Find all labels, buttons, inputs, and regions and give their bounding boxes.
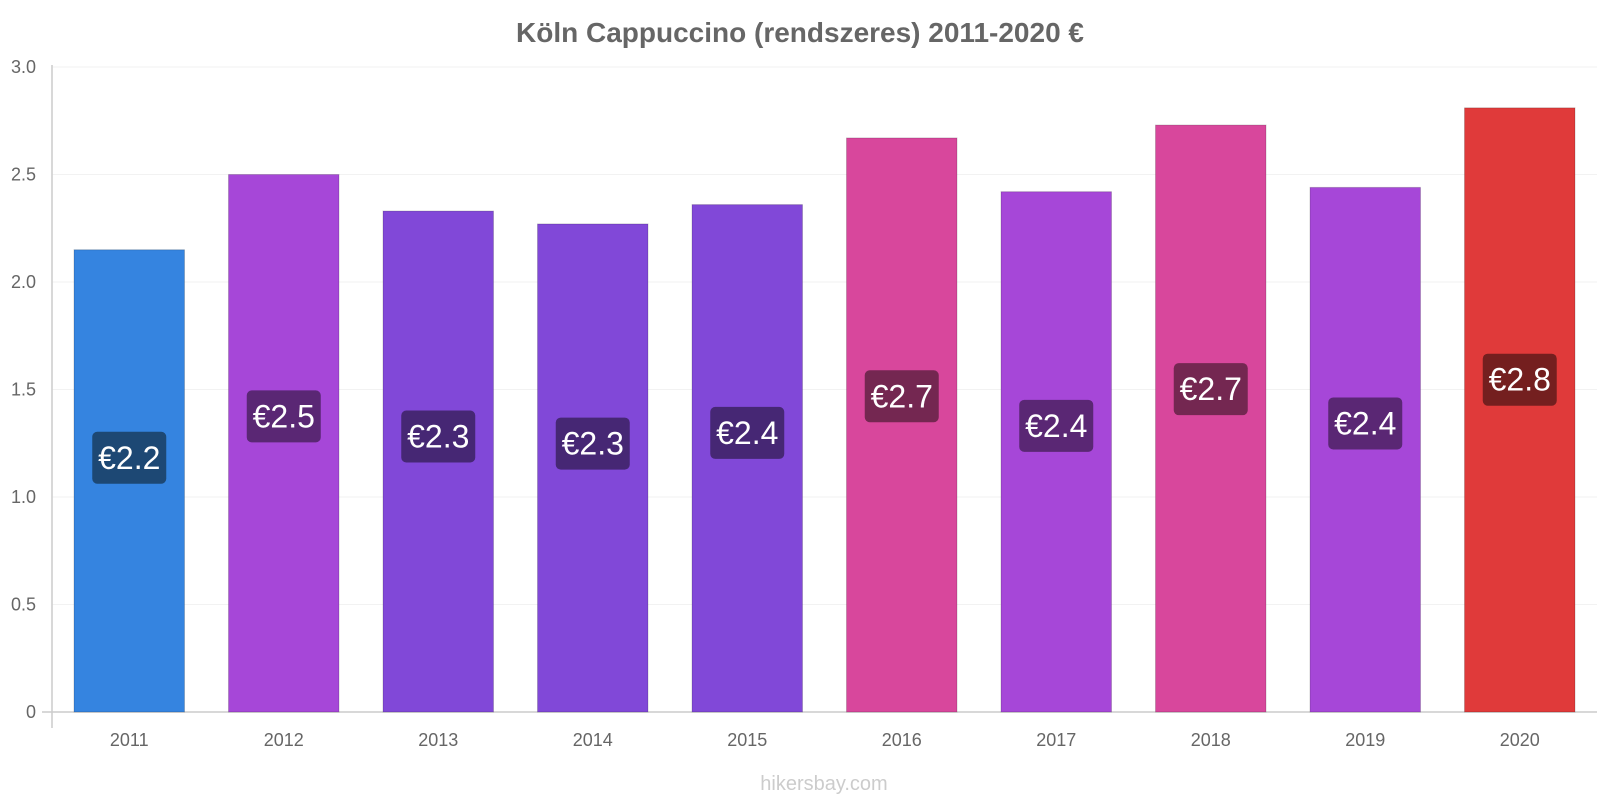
- x-tick-label: 2012: [264, 730, 304, 750]
- x-tick-label: 2016: [882, 730, 922, 750]
- data-label-2012: €2.5: [246, 390, 321, 443]
- y-tick-label: 3.0: [11, 57, 36, 77]
- y-tick-label: 2.0: [11, 272, 36, 292]
- bar-2016: [846, 137, 958, 713]
- y-tick-label: 0: [26, 702, 36, 722]
- data-label-2015: €2.4: [710, 406, 785, 459]
- y-tick-label: 1.0: [11, 487, 36, 507]
- data-label-box: [92, 431, 167, 484]
- data-label-2018: €2.7: [1173, 363, 1248, 416]
- tick-labels: 0 0.5 1.0 1.5 2.0 2.5 3.0 2011 2012 2013 2014 2015 2…: [11, 57, 1540, 750]
- data-label-box: [1019, 399, 1094, 452]
- bars: [73, 107, 1576, 713]
- data-label-text: €2.8: [1489, 362, 1551, 398]
- data-label-text: €2.5: [253, 398, 315, 434]
- data-label-box: [401, 410, 476, 463]
- data-label-2019: €2.4: [1328, 397, 1403, 450]
- data-label-text: €2.7: [871, 378, 933, 414]
- x-tick-label: 2018: [1191, 730, 1231, 750]
- data-label-box: [1173, 363, 1248, 416]
- x-tick-label: 2013: [418, 730, 458, 750]
- y-tick-label: 0.5: [11, 595, 36, 615]
- bar-2017: [1000, 191, 1112, 713]
- data-label-box: [1482, 353, 1557, 406]
- data-label-box: [1328, 397, 1403, 450]
- data-label-2016: €2.7: [864, 370, 939, 423]
- bar-2018: [1155, 124, 1267, 713]
- data-label-text: €2.3: [562, 426, 624, 462]
- bar-2012: [228, 174, 340, 713]
- chart-title: Köln Cappuccino (rendszeres) 2011-2020 €: [516, 17, 1084, 48]
- data-label-text: €2.7: [1180, 371, 1242, 407]
- x-tick-label: 2017: [1036, 730, 1076, 750]
- data-label-2017: €2.4: [1019, 399, 1094, 452]
- bar-2019: [1309, 186, 1421, 713]
- data-label-2020: €2.8: [1482, 353, 1557, 406]
- data-label-text: €2.3: [407, 418, 469, 454]
- watermark: hikersbay.com: [760, 773, 887, 795]
- x-tick-label: 2011: [110, 730, 149, 750]
- data-label-2011: €2.2: [92, 431, 167, 484]
- x-tick-label: 2015: [727, 730, 767, 750]
- data-labels: €2.2 €2.5 €2.3 €2.3 €2.4 €2.7 €2.4 €2.7 €2.4 €2.8: [92, 353, 1557, 484]
- x-tick-label: 2014: [573, 730, 613, 750]
- data-label-box: [710, 406, 785, 459]
- data-label-box: [555, 417, 630, 470]
- bar-2020: [1464, 107, 1576, 713]
- data-label-2013: €2.3: [401, 410, 476, 463]
- data-label-text: €2.4: [716, 415, 778, 451]
- y-tick-label: 2.5: [11, 165, 36, 185]
- data-label-box: [246, 390, 321, 443]
- data-label-text: €2.4: [1334, 405, 1396, 441]
- data-label-text: €2.4: [1025, 408, 1087, 444]
- x-tick-label: 2020: [1500, 730, 1540, 750]
- data-label-box: [864, 370, 939, 423]
- data-label-2014: €2.3: [555, 417, 630, 470]
- data-label-text: €2.2: [98, 440, 160, 476]
- y-tick-label: 1.5: [11, 380, 36, 400]
- x-tick-label: 2019: [1345, 730, 1385, 750]
